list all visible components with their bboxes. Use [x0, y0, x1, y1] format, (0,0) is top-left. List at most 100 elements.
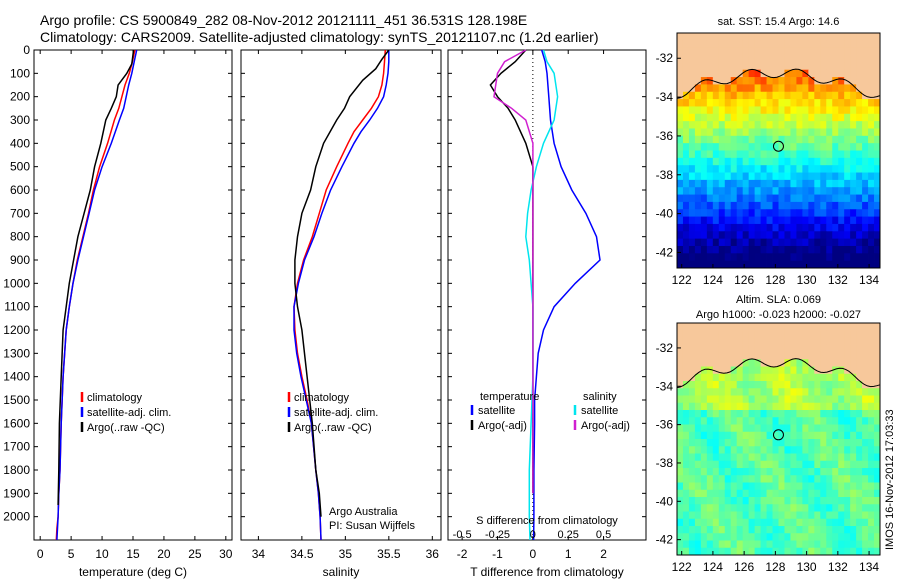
map-cell [778, 417, 785, 425]
map-cell [802, 439, 809, 447]
map-cell [706, 62, 714, 71]
map-cell [742, 69, 750, 78]
x-axis-label: salinity [323, 565, 360, 579]
map-cell [790, 410, 797, 418]
map-cell [736, 113, 744, 122]
map-cell [718, 352, 726, 360]
map-cell [694, 373, 702, 382]
map-cell [730, 150, 738, 159]
map-cell [796, 497, 803, 505]
map-cell [802, 172, 809, 181]
map-cell [706, 201, 714, 210]
map-cell [772, 526, 779, 534]
map-cell [808, 518, 815, 527]
map-cell [766, 352, 773, 360]
map-cell [682, 143, 690, 151]
map-cell [688, 150, 696, 159]
map-cell [862, 253, 869, 262]
map-cell [677, 157, 684, 166]
map-cell [874, 337, 881, 346]
map-cell [688, 352, 696, 360]
map-cell [838, 260, 845, 269]
map-cell [700, 395, 708, 404]
map-cell [688, 121, 696, 129]
map-cell [838, 216, 845, 225]
map-cell [694, 475, 702, 483]
map-cell [677, 468, 684, 476]
map-cell [694, 33, 702, 41]
map-cell [724, 489, 732, 498]
map-cell [868, 395, 875, 404]
map-cell [766, 128, 773, 137]
map-cell [772, 417, 779, 425]
map-cell [712, 482, 720, 491]
map-cell [778, 216, 785, 225]
map-cell [856, 446, 863, 454]
map-cell [814, 482, 821, 491]
map-cell [790, 424, 797, 433]
map-cell [844, 62, 851, 71]
map-cell [677, 260, 684, 269]
map-cell [814, 223, 821, 232]
map-cell [820, 150, 827, 159]
map-cell [832, 381, 839, 389]
map-cell [730, 373, 738, 382]
map-cell [742, 337, 750, 346]
map-cell [796, 489, 803, 498]
map-cell [814, 91, 821, 100]
map-cell [778, 366, 785, 375]
map-cell [712, 547, 720, 556]
x-axis-label: temperature (deg C) [79, 565, 187, 579]
map-cell [706, 323, 714, 331]
map-cell [677, 504, 684, 512]
map-cell [808, 504, 815, 512]
map-cell [700, 511, 708, 520]
map-cell [832, 135, 839, 144]
map-cell [748, 99, 756, 107]
map-cell [694, 216, 702, 225]
map-cell [766, 482, 773, 491]
map-cell [808, 366, 815, 375]
map-cell [790, 201, 797, 210]
map-cell [844, 395, 851, 404]
map-cell [832, 540, 839, 549]
map-cell [754, 194, 761, 203]
map-cell [826, 55, 833, 63]
map-cell [868, 121, 875, 129]
map-cell [778, 518, 785, 527]
map-cell [814, 337, 821, 346]
map-cell [796, 121, 803, 129]
map-cell [856, 40, 863, 49]
map-cell [838, 402, 845, 411]
map-cell [730, 69, 738, 78]
map-cell [694, 165, 702, 173]
map-cell [784, 388, 791, 396]
map-cell [766, 84, 773, 93]
map-cell [826, 337, 833, 346]
map-cell [832, 187, 839, 195]
map-cell [677, 439, 684, 447]
map-cell [802, 547, 809, 556]
map-cell [826, 395, 833, 404]
map-cell [760, 352, 767, 360]
map-cell [682, 337, 690, 346]
map-cell [850, 373, 857, 382]
map-cell [826, 504, 833, 512]
map-cell [766, 165, 773, 173]
map-cell [772, 366, 779, 375]
map-cell [754, 135, 761, 144]
map-cell [677, 395, 684, 404]
map-cell [700, 238, 708, 247]
map-cell [718, 253, 726, 262]
x-tick-label: 122 [672, 560, 692, 574]
map-cell [844, 323, 851, 331]
map-cell [790, 504, 797, 512]
map-cell [736, 526, 744, 534]
map-cell [718, 446, 726, 454]
map-cell [838, 84, 845, 93]
map-cell [778, 352, 785, 360]
map-cell [677, 165, 684, 173]
map-cell [790, 533, 797, 541]
map-cell [730, 55, 738, 63]
map-cell [808, 453, 815, 462]
